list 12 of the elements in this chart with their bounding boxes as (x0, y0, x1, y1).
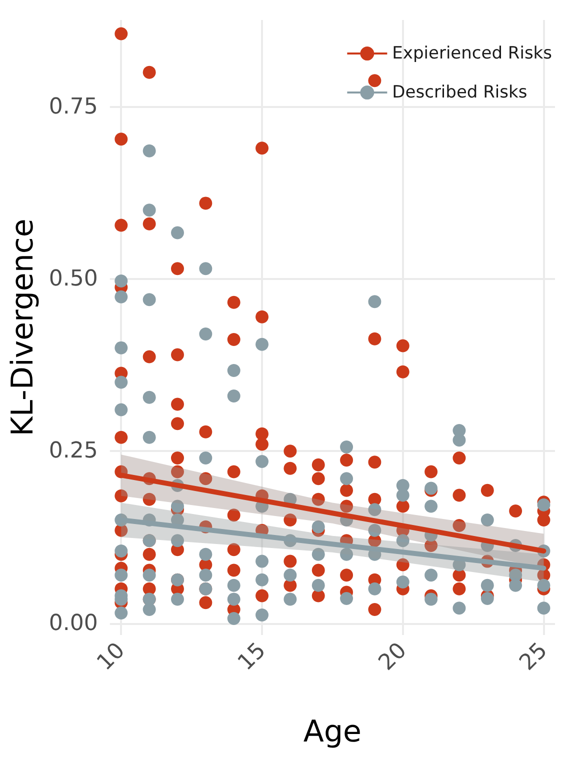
y-tick-label: 0.75 (48, 94, 98, 120)
x-tick-label: 20 (374, 638, 412, 676)
x-tick-label: 25 (515, 638, 553, 676)
x-axis-title: Age (303, 714, 362, 750)
y-tick-label: 0.25 (48, 438, 98, 464)
x-tick-label: 10 (92, 638, 130, 676)
y-tick-label: 0.50 (48, 266, 98, 292)
y-tick-label: 0.00 (48, 610, 98, 636)
legend-label: Expierienced Risks (392, 44, 552, 64)
y-axis-title: KL-Divergence (6, 218, 40, 436)
legend-label: Described Risks (392, 82, 528, 102)
x-tick-label: 15 (233, 638, 271, 676)
